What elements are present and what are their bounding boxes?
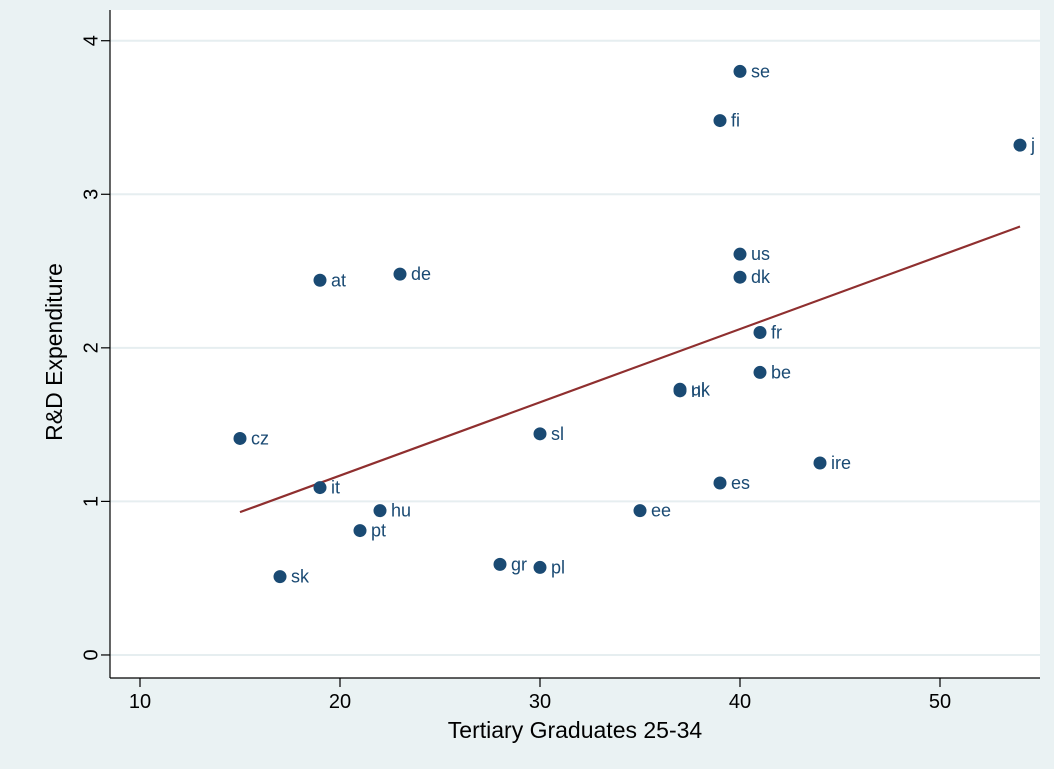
x-axis-title: Tertiary Graduates 25-34 [448, 717, 703, 743]
y-tick-label-1: 1 [80, 496, 102, 507]
y-tick-label-3: 3 [80, 189, 102, 200]
point-label-es: es [731, 473, 750, 493]
data-point-gr [493, 557, 507, 571]
point-label-fr: fr [771, 322, 782, 342]
y-tick-label-0: 0 [80, 649, 102, 660]
data-point-nl [673, 384, 687, 398]
fit-line [239, 225, 1021, 514]
x-tick-label-2: 30 [529, 691, 551, 713]
gridlines [110, 39, 1040, 656]
point-label-ee: ee [651, 501, 671, 521]
x-tick-label-4: 50 [929, 691, 951, 713]
y-axis-title: R&D Expenditure [41, 263, 67, 441]
point-label-sk: sk [291, 567, 310, 587]
x-tick-label-1: 20 [329, 691, 351, 713]
data-point-pl [533, 560, 547, 574]
data-point-de [393, 267, 407, 281]
data-point-ire [813, 456, 827, 470]
data-point-be [753, 365, 767, 379]
data-point-dk [733, 270, 747, 284]
point-label-fi: fi [731, 111, 740, 131]
point-label-ire: ire [831, 453, 851, 473]
data-point-pt [353, 524, 367, 538]
data-point-fi [713, 114, 727, 128]
axes: 10 20 30 40 50 0 1 2 3 4 [80, 10, 1040, 713]
data-point-at [313, 273, 327, 287]
fit-line-group [239, 225, 1021, 514]
point-label-pt: pt [371, 521, 386, 541]
point-label-hu: hu [391, 501, 411, 521]
data-point-es [713, 476, 727, 490]
data-point-se [733, 64, 747, 78]
data-point-hu [373, 504, 387, 518]
data-point-sl [533, 427, 547, 441]
x-tick-label-0: 10 [129, 691, 151, 713]
point-label-it: it [331, 478, 340, 498]
point-label-uk: uk [691, 379, 711, 399]
point-label-cz: cz [251, 428, 269, 448]
point-label-sl: sl [551, 424, 564, 444]
point-label-se: se [751, 61, 770, 81]
data-point-us [733, 247, 747, 261]
y-tick-label-2: 2 [80, 342, 102, 353]
x-tick-label-3: 40 [729, 691, 751, 713]
plot-area [110, 10, 1040, 678]
data-point-cz [233, 431, 247, 445]
y-tick-label-4: 4 [80, 35, 102, 46]
data-point-ee [633, 504, 647, 518]
point-label-gr: gr [511, 554, 527, 574]
data-point-j [1013, 138, 1027, 152]
point-label-dk: dk [751, 267, 771, 287]
data-point-sk [273, 570, 287, 584]
point-label-nl: nl [691, 381, 705, 401]
point-label-de: de [411, 264, 431, 284]
data-point-it [313, 481, 327, 495]
point-label-j: j [1030, 135, 1035, 155]
data-point-fr [753, 325, 767, 339]
point-label-us: us [751, 244, 770, 264]
point-label-pl: pl [551, 557, 565, 577]
point-label-be: be [771, 362, 791, 382]
point-label-at: at [331, 270, 346, 290]
